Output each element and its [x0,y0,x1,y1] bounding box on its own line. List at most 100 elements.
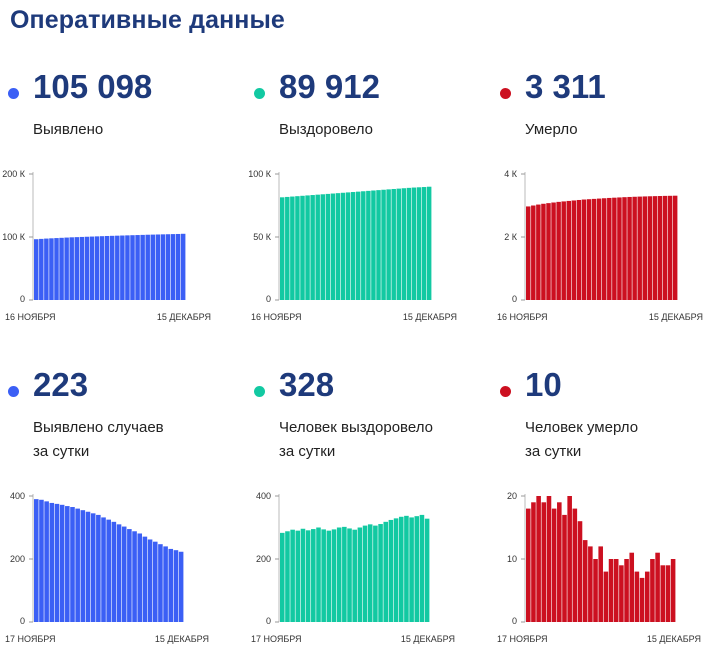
bar [325,193,331,300]
x-end-label: 15 ДЕКАБРЯ [401,634,455,644]
recovered-total-value: 89 912 [279,68,380,105]
bar [145,234,150,300]
bar [596,198,602,300]
card-recovered: 89 912 Выздоровело 100 К 50 К 0 16 НОЯБРЯ 15… [246,66,485,366]
bar [617,197,622,300]
y-tick-label: 50 К [253,232,272,242]
card-deaths: 3 311 Умерло 4 К 2 К 0 16 НОЯБРЯ 15 ДЕКАБРЯ [492,66,719,366]
bar [315,194,320,300]
bar [406,187,412,300]
bar [70,507,75,622]
chart-deaths-daily: 20 10 0 17 НОЯБРЯ 15 ДЕКАБРЯ [497,491,701,644]
deaths-daily-value: 10 [525,366,562,403]
bar [665,565,671,622]
bar [383,521,389,622]
detected-daily-value: 223 [33,366,89,403]
bar [426,186,432,300]
x-start-label: 17 НОЯБРЯ [5,634,56,644]
bar [285,196,290,300]
bar [64,237,69,300]
bar [160,234,166,300]
bar [607,197,612,300]
bar [101,517,106,622]
bar [311,529,316,622]
bar [316,527,321,622]
bar [531,502,536,622]
bar [140,234,145,300]
bar [280,532,285,622]
chart-detected-daily: 400 200 0 17 НОЯБРЯ 15 ДЕКАБРЯ [5,491,209,644]
bar [165,234,171,300]
bar [96,514,101,622]
bar [536,204,541,300]
bar [127,529,132,622]
bar [551,202,556,300]
bar [350,192,356,300]
bar [290,196,295,300]
bar [152,541,158,622]
bar [591,198,597,300]
bar [285,531,290,622]
bar [644,571,650,622]
bar [85,511,91,622]
x-start-label: 16 НОЯБРЯ [251,312,302,322]
bar [551,508,557,622]
bar [598,546,603,622]
bar [89,236,95,300]
bar [39,499,44,622]
bar [421,187,427,300]
y-tick-label: 0 [512,294,517,304]
bar [147,539,153,622]
bar [647,196,653,300]
bar [155,234,161,300]
bar [116,524,122,622]
bar [541,203,546,300]
bar [367,524,373,622]
bar [320,194,325,300]
bar [424,518,430,622]
bar [357,527,363,622]
bar [362,525,368,622]
bar [602,198,607,300]
x-end-label: 15 ДЕКАБРЯ [647,634,701,644]
card-recovered-daily: 328 Человек выздоровело за сутки 400 200 0… [246,364,485,664]
bar [340,192,346,300]
red-dot-icon [500,386,511,397]
x-end-label: 15 ДЕКАБРЯ [157,312,211,322]
chart-detected-total: 200 К 100 К 0 16 НОЯБРЯ 15 ДЕКАБРЯ [2,169,211,322]
bar [352,529,357,622]
y-tick-label: 0 [20,616,25,626]
card-detected-daily: 223 Выявлено случаев за сутки 400 200 0 17 … [0,364,239,664]
y-tick-label: 100 К [248,169,272,179]
bar [336,527,342,622]
y-tick-label: 10 [507,554,517,564]
bar [142,536,148,622]
bar [556,201,561,300]
bar [104,235,110,300]
bar [634,571,640,622]
bar [576,199,582,300]
bar [121,526,127,622]
y-tick-label: 0 [512,616,517,626]
bar [125,235,130,300]
recovered-daily-label: Человек выздоровело за сутки [279,419,433,460]
blue-dot-icon [8,88,19,99]
bar [80,510,86,622]
y-tick-label: 400 [256,491,271,501]
bar [44,238,49,300]
bar [300,528,306,622]
bar [398,516,404,622]
bar [69,237,74,300]
bar [59,504,65,622]
chart-recovered-total: 100 К 50 К 0 16 НОЯБРЯ 15 ДЕКАБРЯ [248,169,457,322]
bar [331,529,337,622]
bar [59,237,64,300]
bar [401,188,407,300]
bar [79,236,85,300]
bar [393,518,399,622]
detected-total-value: 105 098 [33,68,153,105]
bar [295,196,300,300]
red-dot-icon [500,88,511,99]
detected-total-label: Выявлено [33,121,104,138]
bar [310,195,315,300]
